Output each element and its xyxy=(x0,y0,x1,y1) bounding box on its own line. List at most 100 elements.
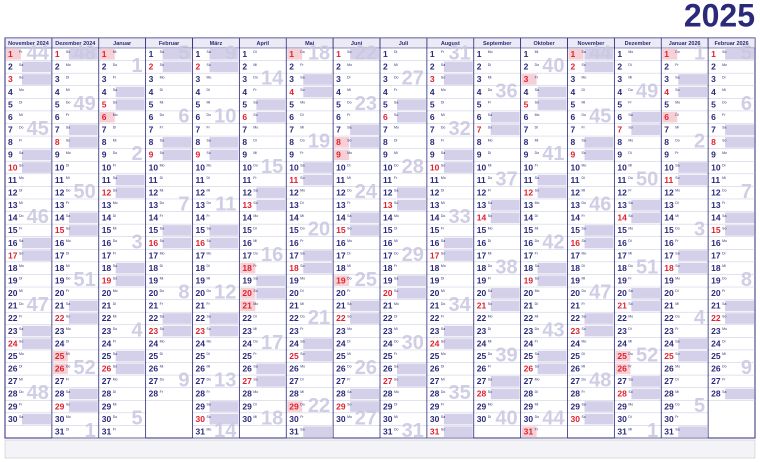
weekday: Sa xyxy=(675,340,679,344)
day-number: 30 xyxy=(55,414,65,424)
weekday: Fr xyxy=(113,252,117,256)
week-number: 52 xyxy=(74,357,96,379)
weekend-shade xyxy=(443,237,473,249)
month-name: Oktober xyxy=(534,41,556,47)
week-number: 8 xyxy=(178,282,189,304)
day-number: 11 xyxy=(571,175,580,185)
day-number: 31 xyxy=(430,426,440,436)
day-number: 19 xyxy=(336,275,346,285)
month-name: September xyxy=(483,41,512,47)
day-number: 23 xyxy=(102,326,112,336)
day-number: 13 xyxy=(477,200,487,210)
day-number: 14 xyxy=(477,213,487,223)
day-number: 13 xyxy=(617,200,627,210)
weekday: Do xyxy=(628,264,633,268)
day-number: 15 xyxy=(336,225,346,235)
weekday: So xyxy=(582,239,586,243)
day-number: 19 xyxy=(289,275,299,285)
day-number: 16 xyxy=(664,238,674,248)
weekday: Mo xyxy=(19,176,24,180)
weekday: Mo xyxy=(160,75,165,79)
weekday: Mo xyxy=(253,126,258,130)
day-number: 17 xyxy=(196,250,206,260)
weekday: Mi xyxy=(441,201,445,205)
week-number: 10 xyxy=(214,105,236,127)
weekend-shade xyxy=(678,426,708,437)
day-number: 18 xyxy=(149,263,159,273)
weekend-shade xyxy=(303,174,333,186)
day-number: 1 xyxy=(571,49,576,59)
weekday: Fr xyxy=(628,189,632,193)
weekday: Fr xyxy=(347,201,351,205)
day-number: 8 xyxy=(289,137,294,147)
weekend-shade xyxy=(68,225,98,236)
weekday: Sa xyxy=(113,352,117,356)
day-number: 5 xyxy=(102,99,107,109)
day-number: 30 xyxy=(383,414,393,424)
weekday: Fr xyxy=(628,365,632,369)
week-number: 33 xyxy=(449,206,471,228)
weekday: Do xyxy=(441,302,446,306)
day-number: 3 xyxy=(524,74,529,84)
weekday: Sa xyxy=(347,302,351,306)
day-number: 20 xyxy=(617,288,627,298)
weekday: Fr xyxy=(441,402,445,406)
weekday: Di xyxy=(66,340,70,344)
weekday: Sa xyxy=(113,88,117,92)
day-number: 19 xyxy=(383,275,393,285)
weekday: So xyxy=(160,151,164,155)
day-number: 24 xyxy=(477,338,487,348)
day-number: 7 xyxy=(196,125,201,135)
weekend-shade xyxy=(303,262,333,274)
weekday: Do xyxy=(347,189,352,193)
day-number: 23 xyxy=(571,326,581,336)
day-number: 24 xyxy=(711,338,721,348)
weekday: Mi xyxy=(300,390,304,394)
weekday: Mi xyxy=(253,415,257,419)
day-number: 1 xyxy=(242,49,247,59)
week-number: 23 xyxy=(355,93,377,115)
day-number: 9 xyxy=(664,150,669,160)
day-number: 14 xyxy=(336,213,346,223)
day-number: 12 xyxy=(477,187,487,197)
day-number: 22 xyxy=(289,313,299,323)
day-number: 28 xyxy=(664,389,674,399)
weekend-shade xyxy=(115,99,145,110)
day-number: 17 xyxy=(664,250,674,260)
day-number: 4 xyxy=(55,87,60,97)
weekend-shade xyxy=(162,237,192,249)
day-number: 6 xyxy=(102,112,107,122)
weekday: So xyxy=(347,314,351,318)
day-number: 17 xyxy=(711,250,721,260)
weekday: So xyxy=(722,138,726,142)
weekday: Sa xyxy=(394,277,398,281)
weekday: Fr xyxy=(394,264,398,268)
week-number: 5 xyxy=(694,395,705,417)
day-number: 23 xyxy=(336,326,346,336)
week-number: 17 xyxy=(261,332,283,354)
day-number: 14 xyxy=(196,213,206,223)
day-number: 14 xyxy=(617,213,627,223)
day-number: 23 xyxy=(289,326,299,336)
week-number: 14 xyxy=(261,68,284,90)
weekday: So xyxy=(19,340,23,344)
day-number: 8 xyxy=(711,137,716,147)
weekend-shade xyxy=(537,174,567,186)
weekday: Mo xyxy=(19,88,24,92)
week-number: 20 xyxy=(308,219,330,241)
weekend-shade xyxy=(443,426,473,437)
weekend-shade xyxy=(443,250,473,261)
day-number: 27 xyxy=(524,376,534,386)
weekday: Do xyxy=(488,352,493,356)
weekday: Mi xyxy=(628,252,632,256)
day-number: 10 xyxy=(524,162,534,172)
day-number: 11 xyxy=(8,175,17,185)
week-number: 40 xyxy=(495,407,517,429)
weekday: So xyxy=(113,189,117,193)
day-number: 21 xyxy=(196,301,206,311)
weekday: Sa xyxy=(628,113,632,117)
day-number: 18 xyxy=(571,263,581,273)
weekday: Di xyxy=(628,239,632,243)
month-name: Februar xyxy=(159,41,180,47)
weekday: Fr xyxy=(300,415,304,419)
